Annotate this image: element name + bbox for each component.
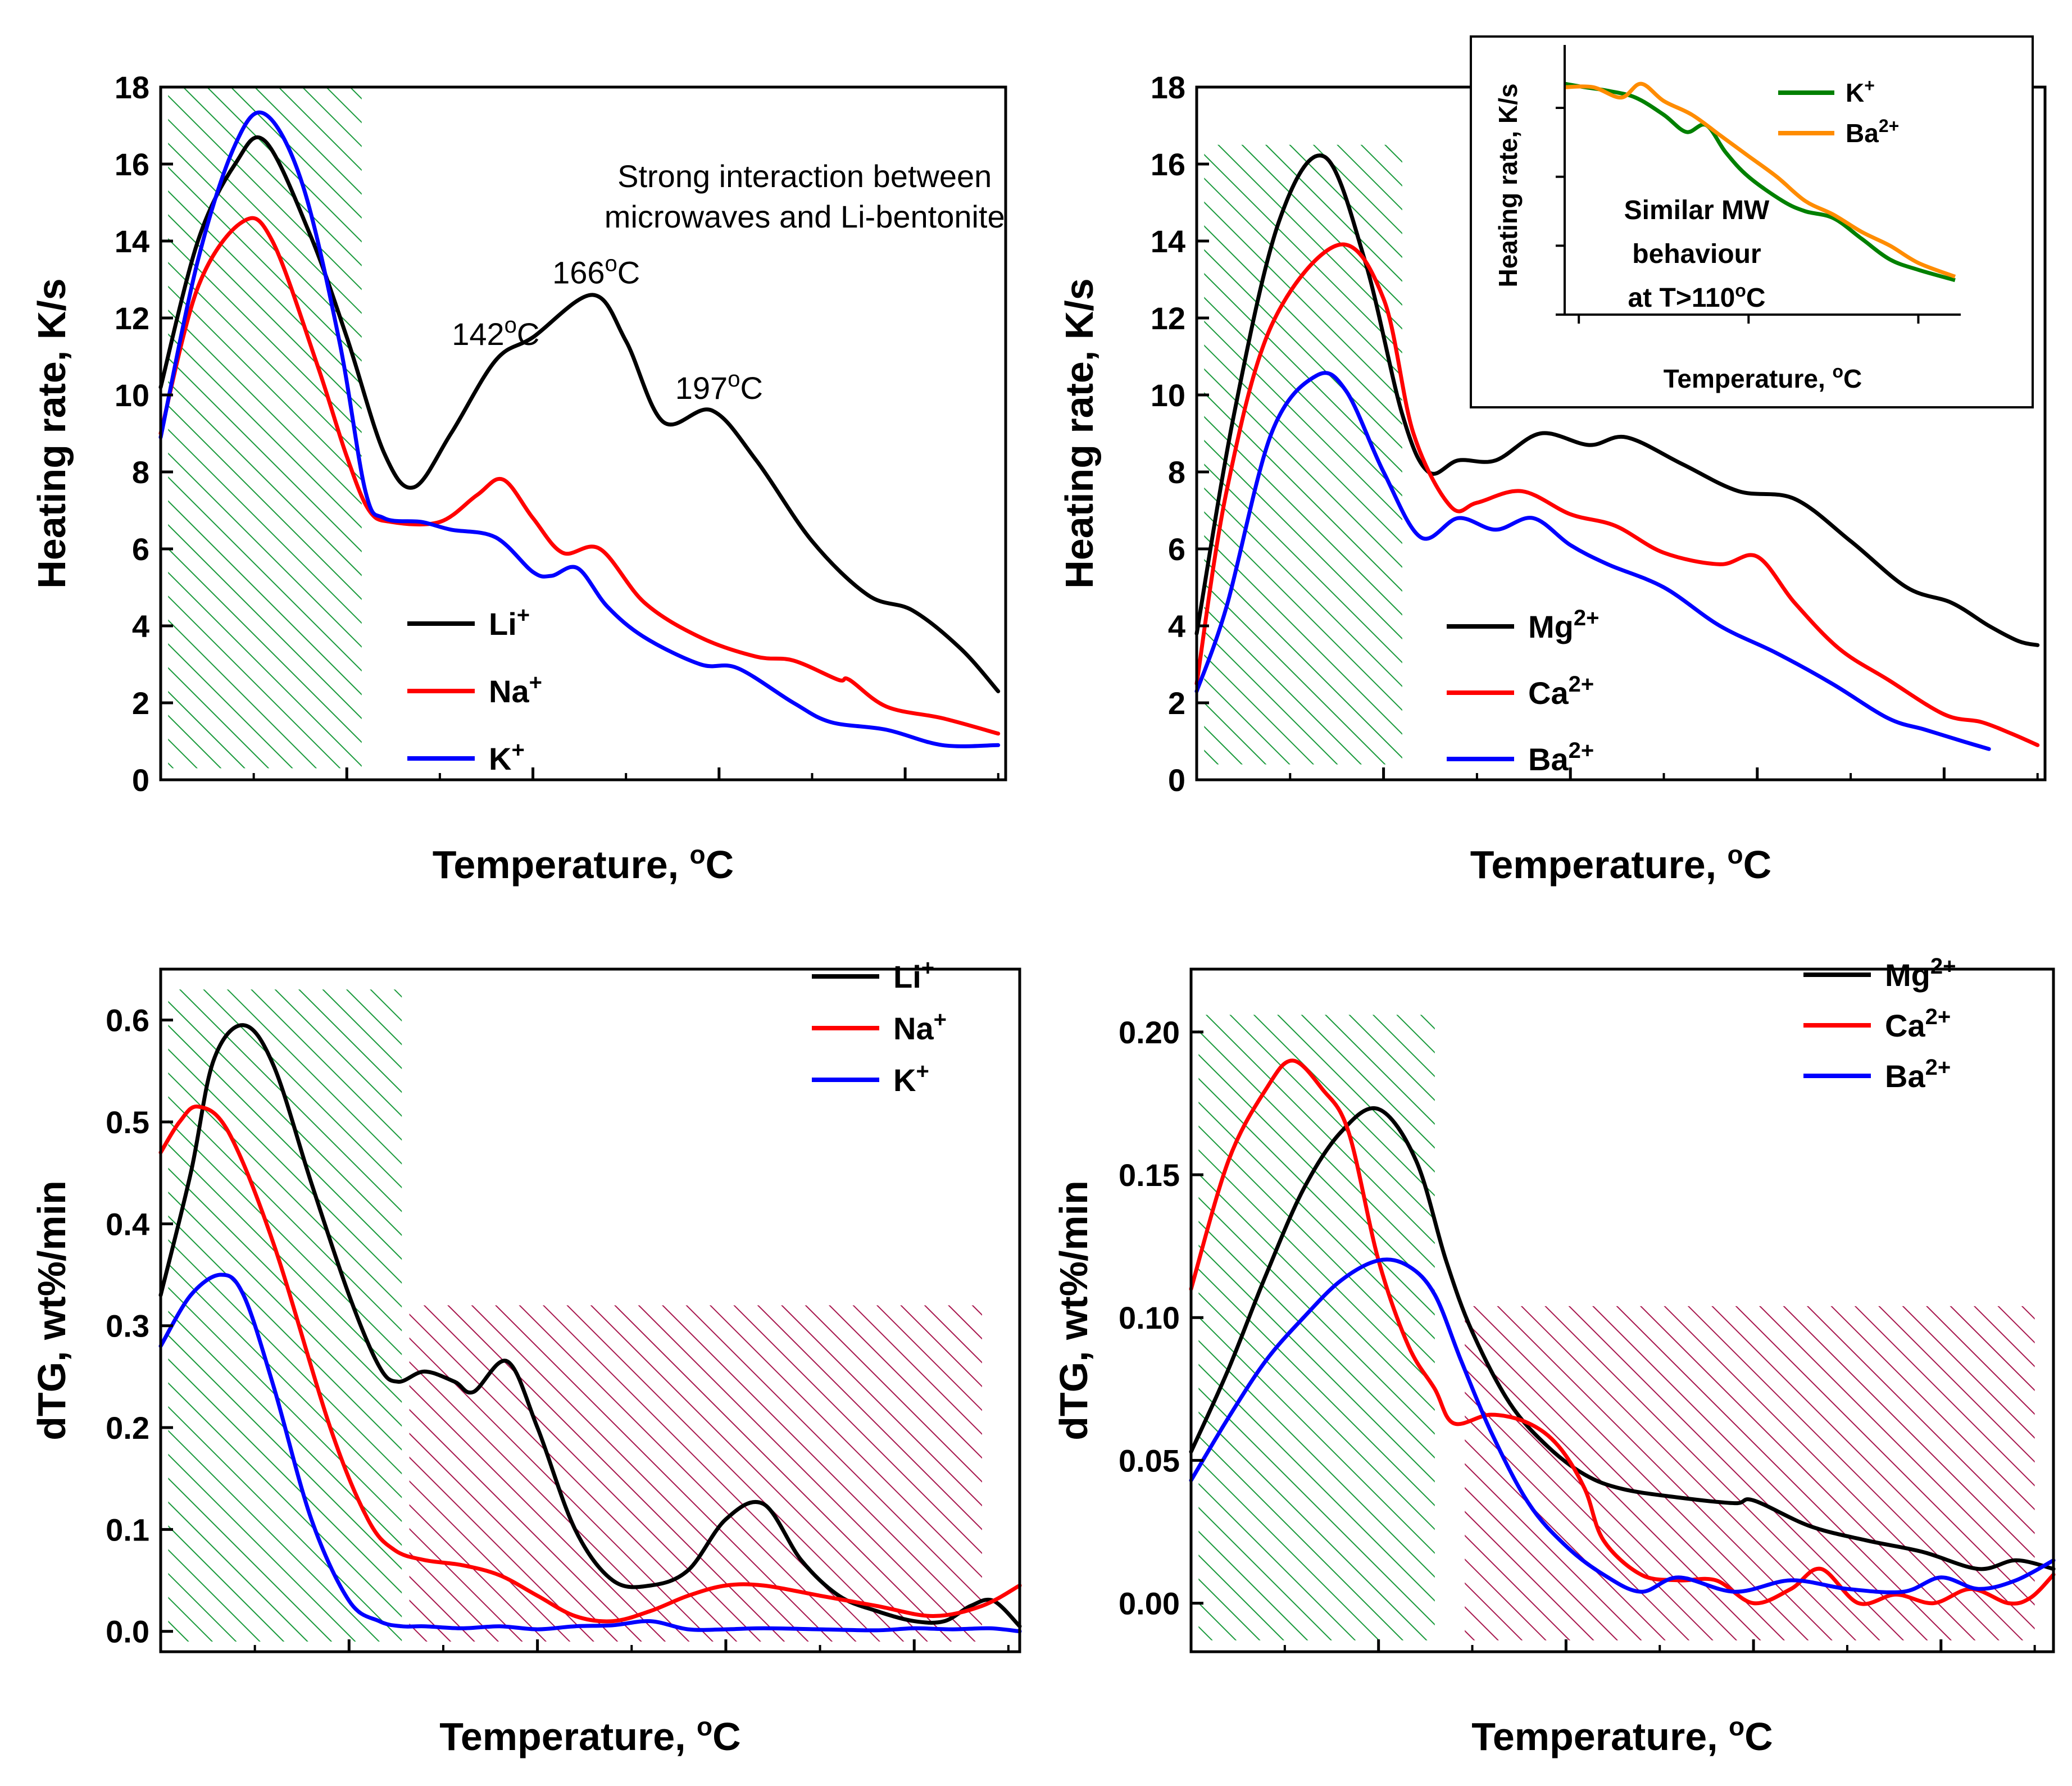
y-tick-label: 10 xyxy=(1151,378,1185,413)
inset-legend-label-ba: Ba2+ xyxy=(1846,116,1899,148)
region-chemisorbed xyxy=(1465,1306,2035,1640)
x-axis-title: Temperature, oC xyxy=(1470,840,1771,887)
y-axis-title: Heating rate, K/s xyxy=(30,278,74,588)
legend-label-ba: Ba2+ xyxy=(1885,1055,1951,1094)
series-line-na xyxy=(158,216,1001,736)
y-tick-label: 6 xyxy=(132,531,149,567)
panel-b: 0 2 4 6 8 10 12 14 16 18 Temperature, oC Heating ra… xyxy=(1057,35,2047,887)
y-axis-title: dTG, wt%/min xyxy=(1052,1180,1096,1440)
inset-series-ba xyxy=(1564,81,1956,279)
plot-frame xyxy=(1189,967,2055,1653)
x-axis-title: Temperature, oC xyxy=(1471,1712,1773,1758)
y-tick-label: 12 xyxy=(1151,301,1185,336)
y-tick-label: 14 xyxy=(1151,224,1185,259)
y-tick-label: 10 xyxy=(115,378,149,413)
legend-label-k: K+ xyxy=(489,738,525,776)
y-tick-label: 4 xyxy=(1168,608,1185,644)
y-tick-label: 2 xyxy=(1168,685,1185,721)
annotation: microwaves and Li-bentonite xyxy=(605,199,1005,234)
y-tick-label: 6 xyxy=(1168,531,1185,567)
y-tick-label: 0.15 xyxy=(1119,1157,1180,1193)
y-tick-label: 0.5 xyxy=(106,1105,149,1140)
plot-frame xyxy=(159,85,1007,781)
y-tick-label: 12 xyxy=(115,301,149,336)
y-tick-label: 0 xyxy=(1168,762,1185,798)
legend-label-mg: Mg2+ xyxy=(1885,954,1956,993)
inset-annotation: behaviour xyxy=(1632,239,1761,269)
y-tick-label: 18 xyxy=(1151,70,1185,105)
y-tick-label: 0.4 xyxy=(106,1206,149,1242)
series-line-li xyxy=(158,135,1001,693)
x-axis-title: Temperature, oC xyxy=(433,840,734,887)
legend-label-ca: Ca2+ xyxy=(1885,1005,1951,1043)
series-line-li xyxy=(158,1023,1022,1629)
legend-label-li: Li+ xyxy=(893,956,934,994)
panel-d: 0.00 0.05 0.10 0.15 0.20 Temperature, oC dTG, … xyxy=(1052,954,2056,1758)
y-tick-label: 18 xyxy=(115,70,149,105)
y-tick-label: 16 xyxy=(115,147,149,182)
region-chemisorbed xyxy=(409,1305,982,1642)
y-tick-label: 0.2 xyxy=(106,1410,149,1446)
series-line-ba xyxy=(1194,371,1991,751)
legend-label-na: Na+ xyxy=(893,1007,947,1046)
region-physisorbed xyxy=(168,87,362,769)
series-line-ca xyxy=(1189,1058,2056,1606)
inset-x-axis-title: Temperature, oC xyxy=(1664,361,1862,393)
series-line-ca xyxy=(1194,242,2040,747)
annotation: 166oC xyxy=(552,251,640,290)
plot-frame xyxy=(159,967,1021,1653)
legend-label-k: K+ xyxy=(893,1059,929,1098)
y-tick-label: 0 xyxy=(132,762,149,798)
legend-label-na: Na+ xyxy=(489,670,542,709)
legend-label-mg: Mg2+ xyxy=(1528,606,1599,644)
series-line-ba xyxy=(1189,1257,2056,1594)
y-tick-label: 0.10 xyxy=(1119,1300,1180,1335)
series-line-mg xyxy=(1189,1106,2056,1571)
legend-label-ba: Ba2+ xyxy=(1528,738,1594,777)
annotation: 142oC xyxy=(452,313,539,352)
inset-chart: Temperature, oC Heating rate, K/s Similar … xyxy=(1470,35,2034,408)
series-line-k xyxy=(158,1273,1022,1634)
region-physisorbed xyxy=(1198,1015,1435,1640)
y-tick-label: 8 xyxy=(132,455,149,490)
inset-y-axis-title: Heating rate, K/s xyxy=(1493,84,1523,288)
region-physisorbed xyxy=(1204,144,1402,765)
y-tick-label: 4 xyxy=(132,608,149,644)
y-tick-label: 0.1 xyxy=(106,1512,149,1547)
y-tick-label: 0.20 xyxy=(1119,1015,1180,1050)
y-tick-label: 16 xyxy=(1151,147,1185,182)
y-tick-label: 0.0 xyxy=(106,1614,149,1649)
y-tick-label: 8 xyxy=(1168,455,1185,490)
annotation: Strong interaction between xyxy=(617,158,992,194)
series-line-k xyxy=(158,110,1001,748)
y-tick-label: 0.3 xyxy=(106,1308,149,1344)
series-line-mg xyxy=(1194,153,2040,647)
y-tick-label: 0.05 xyxy=(1119,1443,1180,1478)
inset-series-k xyxy=(1564,81,1956,283)
region-physisorbed xyxy=(168,989,402,1642)
inset-annotation: at T>110oC xyxy=(1628,280,1765,313)
y-tick-label: 0.00 xyxy=(1119,1586,1180,1621)
legend-label-ca: Ca2+ xyxy=(1528,672,1594,711)
annotation: 197oC xyxy=(675,367,763,406)
y-axis-title: dTG, wt%/min xyxy=(30,1180,74,1440)
x-axis-title: Temperature, oC xyxy=(439,1712,740,1758)
panel-c: 0.0 0.1 0.2 0.3 0.4 0.5 0.6 Temperature, oC dTG,… xyxy=(30,956,1022,1758)
series-line-na xyxy=(158,1105,1022,1624)
panel-a: 0 2 4 6 8 10 12 14 16 18 Temperature, oC Heating ra… xyxy=(30,70,1007,887)
legend-label-li: Li+ xyxy=(489,603,530,642)
inset-legend-label-k: K+ xyxy=(1846,75,1875,107)
y-axis-title: Heating rate, K/s xyxy=(1057,278,1101,588)
y-tick-label: 0.6 xyxy=(106,1003,149,1038)
inset-annotation: Similar MW xyxy=(1624,196,1770,225)
y-tick-label: 2 xyxy=(132,685,149,721)
y-tick-label: 14 xyxy=(115,224,149,259)
